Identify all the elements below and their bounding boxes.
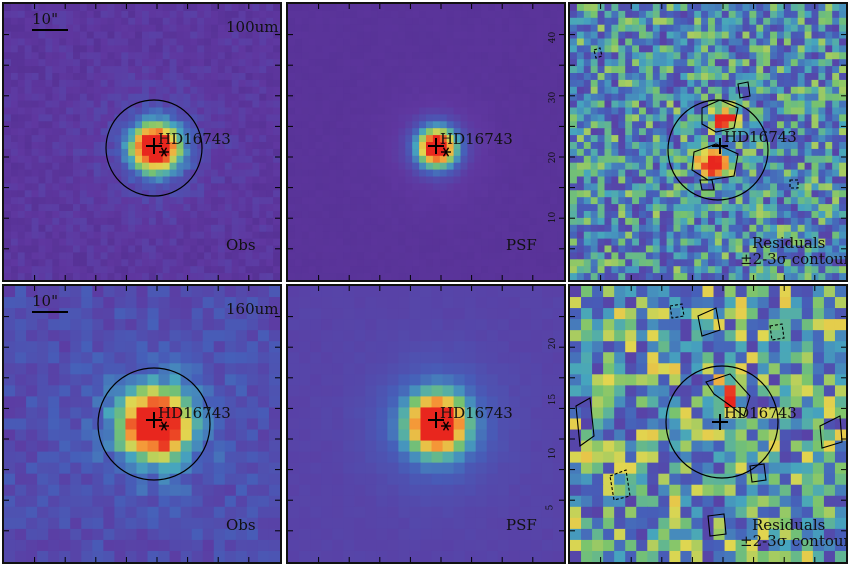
star-marker [159,421,169,431]
panel-100um-residuals: HD16743 Residuals ±2-3σ contours [568,2,848,282]
image-100um-obs [4,4,280,280]
contour-line [707,513,727,537]
aperture-circle [97,367,211,481]
pixel-grid [4,4,280,280]
target-cross-marker [146,412,162,428]
source-label: HD16743 [440,404,513,422]
star-marker [441,421,451,431]
pixel-grid [570,4,846,280]
y-tick: 10 [548,211,559,224]
panel-label: Residuals [752,516,826,534]
aperture-circle [667,99,769,201]
axis-ticks [288,286,564,562]
pixel-grid [288,4,564,280]
panel-160um-residuals: HD16743 Residuals ±2-3σ contours [568,284,848,564]
target-cross-marker [428,412,444,428]
target-cross-marker [712,414,728,430]
contour-line [705,373,751,417]
source-label: HD16743 [158,130,231,148]
contour-line [819,415,843,449]
panel-100um-psf: HD16743 PSF [286,2,566,282]
y-tick: 40 [548,31,559,44]
panel-label: Obs [226,516,256,534]
star-marker [159,147,169,157]
panel-100um-obs: 10" 100um HD16743 Obs [2,2,282,282]
contour-line [749,463,767,483]
image-160um-residuals [570,286,846,562]
band-label: 100um [226,18,279,36]
y-tick: 20 [548,151,559,164]
contour-line [737,81,751,99]
pixel-grid [4,286,280,562]
panel-label: PSF [506,516,537,534]
contour-line [699,179,715,191]
y-tick: 30 [548,91,559,104]
image-100um-residuals [570,4,846,280]
band-label: 160um [226,300,279,318]
contour-label: ±2-3σ contours [740,532,848,550]
contour-line [575,397,595,447]
contour-label: ±2-3σ contours [740,250,848,268]
aperture-circle [105,99,203,197]
panel-160um-obs: 10" 160um HD16743 Obs [2,284,282,564]
y-tick: 20 [548,337,559,350]
panel-label: PSF [506,236,537,254]
scale-bar-label: 10" [32,292,58,310]
pixel-grid [288,286,564,562]
y-tick: 15 [548,393,559,406]
pixel-grid [570,286,846,562]
panel-160um-psf: HD16743 PSF [286,284,566,564]
contour-line [769,323,785,341]
contour-line [691,143,739,181]
axis-ticks [570,286,846,562]
image-160um-obs [4,286,280,562]
source-label: HD16743 [440,130,513,148]
panel-label: Residuals [752,234,826,252]
aperture-circle [665,365,779,479]
axis-ticks [288,4,564,280]
contour-line [789,179,799,189]
target-cross-marker [428,138,444,154]
target-cross-marker [146,138,162,154]
star-marker [441,147,451,157]
panel-label: Obs [226,236,256,254]
contour-line [701,99,739,133]
contour-line [669,303,685,319]
image-100um-psf [288,4,564,280]
contour-line [697,307,721,337]
source-label: HD16743 [724,404,797,422]
axis-ticks [4,4,280,280]
axis-ticks [4,286,280,562]
contour-line [609,469,631,501]
scale-bar-label: 10" [32,10,58,28]
source-label: HD16743 [724,128,797,146]
source-label: HD16743 [158,404,231,422]
y-tick: 10 [548,447,559,460]
y-tick: 5 [545,504,556,511]
image-160um-psf [288,286,564,562]
axis-ticks [570,4,846,280]
